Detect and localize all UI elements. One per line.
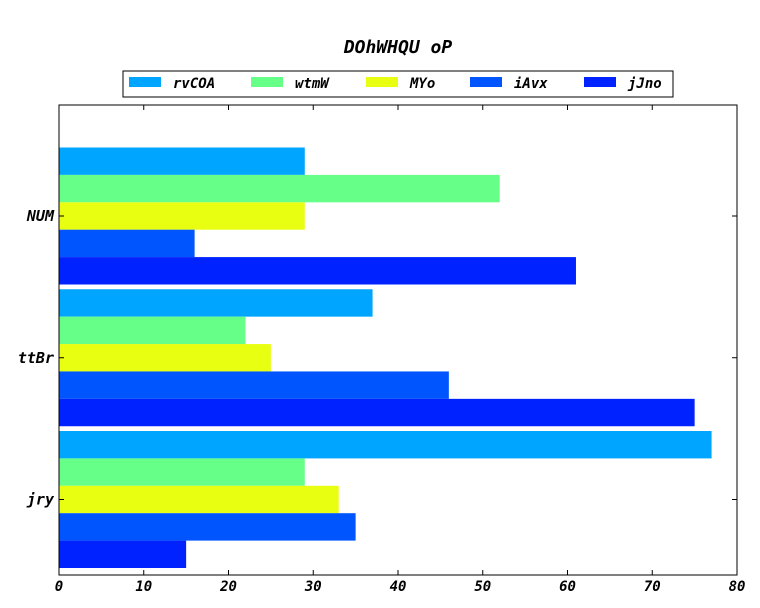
y-tick-label: NUM <box>26 207 55 225</box>
bar-ttBr-iAvx <box>59 371 449 399</box>
legend-swatch-wtmW <box>251 77 283 87</box>
bar-NUM-rvCOA <box>59 147 305 175</box>
bar-jry-MYo <box>59 485 339 514</box>
bar-ttBr-jJno <box>59 398 695 427</box>
x-tick-label: 70 <box>644 579 661 595</box>
x-tick-label: 0 <box>55 579 63 595</box>
x-tick-label: 80 <box>729 579 746 595</box>
legend-swatch-jJno <box>584 77 616 87</box>
bar-jry-rvCOA <box>59 431 712 459</box>
legend-label-wtmW: wtmW <box>295 76 330 92</box>
x-tick-label: 20 <box>219 579 237 595</box>
bar-jry-wtmW <box>59 458 305 486</box>
x-tick-label: 30 <box>304 579 322 595</box>
legend-label-MYo: MYo <box>409 76 435 92</box>
bar-NUM-jJno <box>59 257 576 285</box>
bar-ttBr-MYo <box>59 344 271 372</box>
y-tick-label: jry <box>26 491 55 509</box>
x-tick-label: 10 <box>135 579 152 595</box>
legend-label-rvCOA: rvCOA <box>173 76 215 92</box>
legend-swatch-rvCOA <box>129 77 161 87</box>
x-axis: 0 10 20 30 40 50 60 70 80 <box>55 105 746 595</box>
chart-title: DOhWHQU oP <box>343 37 453 58</box>
y-axis: NUM ttBr jry <box>18 207 737 509</box>
bar-ttBr-wtmW <box>59 316 246 345</box>
bar-NUM-MYo <box>59 202 305 230</box>
x-tick-label: 40 <box>390 579 407 595</box>
x-tick-label: 60 <box>559 579 576 595</box>
bar-NUM-wtmW <box>59 174 500 203</box>
legend-label-iAvx: iAvx <box>514 76 548 92</box>
legend-label-jJno: jJno <box>627 76 662 92</box>
x-tick-label: 50 <box>474 579 491 595</box>
legend-swatch-iAvx <box>470 77 502 87</box>
bar-NUM-iAvx <box>59 229 195 258</box>
legend: rvCOA wtmW MYo iAvx jJno <box>122 70 674 98</box>
bars-layer <box>59 147 712 568</box>
legend-swatch-MYo <box>366 77 398 87</box>
bar-jry-iAvx <box>59 513 356 541</box>
bar-ttBr-rvCOA <box>59 289 373 317</box>
y-tick-label: ttBr <box>18 349 54 367</box>
bar-jry-jJno <box>59 540 187 568</box>
